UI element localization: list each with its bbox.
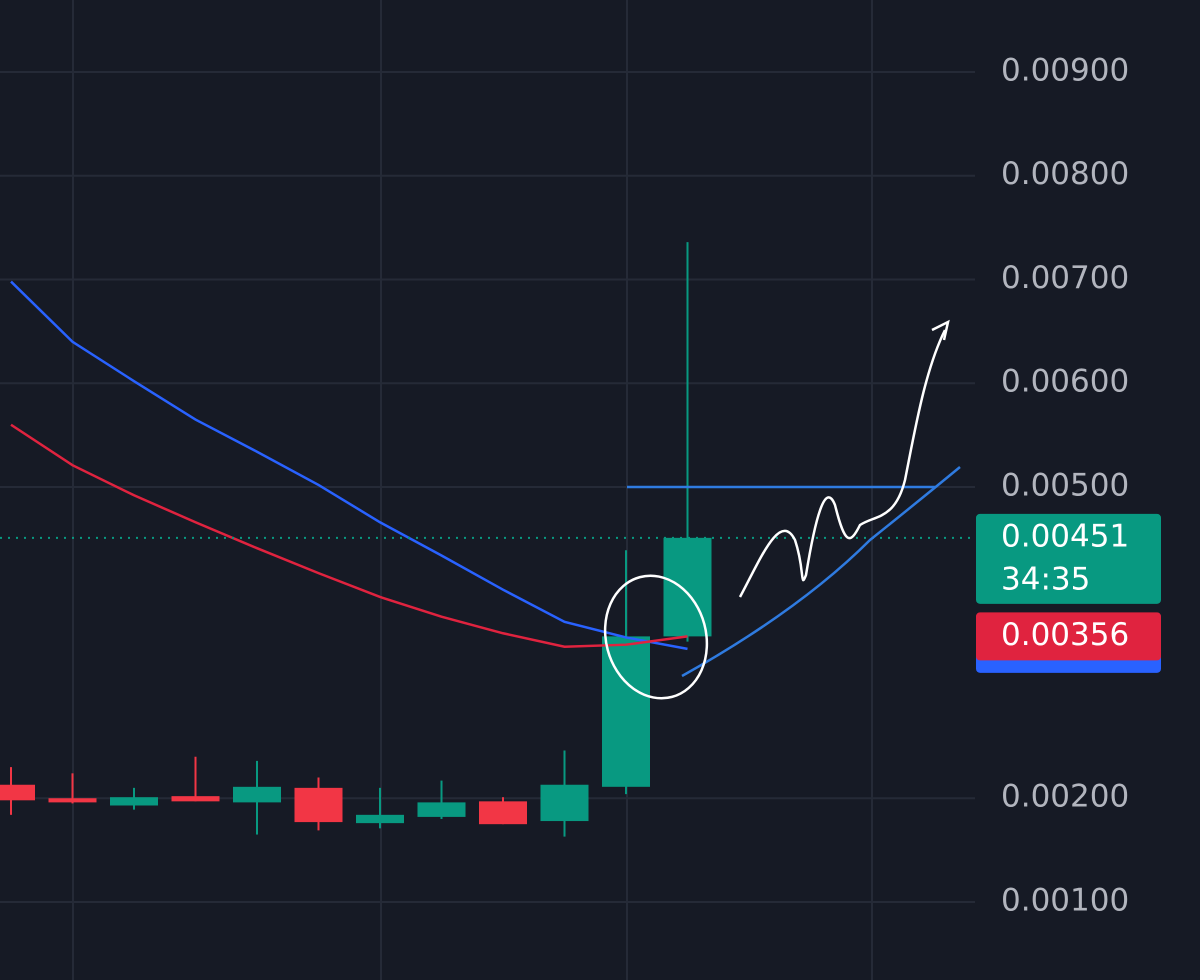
- ma-badge: [976, 612, 1161, 661]
- candle-body: [0, 784, 35, 801]
- candle-body: [479, 801, 527, 825]
- y-tick-label: 0.00800: [1001, 156, 1129, 192]
- y-tick-label: 0.00100: [1001, 882, 1129, 918]
- y-tick-label: 0.00700: [1001, 260, 1129, 296]
- candle-body: [233, 786, 281, 803]
- y-tick-label: 0.00200: [1001, 779, 1129, 815]
- candle-body: [294, 787, 343, 823]
- last-price-label: 0.00451: [1001, 518, 1129, 554]
- y-tick-label: 0.00500: [1001, 467, 1129, 503]
- countdown-label: 34:35: [1001, 561, 1090, 597]
- plot-area: [0, 242, 975, 837]
- ma-price-label: 0.00356: [1001, 617, 1129, 653]
- candle-body: [602, 636, 650, 787]
- candle-body: [171, 796, 220, 802]
- candle-body: [540, 784, 589, 822]
- moving-average: [10, 423, 688, 649]
- y-tick-label: 0.00600: [1001, 364, 1129, 400]
- price-scale: 0.00100 0.00200 0.00500 0.00600 0.00700 0.008…: [976, 53, 1161, 918]
- annotations: [603, 319, 961, 700]
- moving-average: [10, 280, 688, 651]
- candle-body: [417, 802, 466, 817]
- y-tick-label: 0.00900: [1001, 53, 1129, 89]
- candle-body: [110, 797, 158, 806]
- candle-body: [356, 814, 404, 824]
- vertical-grid: [72, 0, 873, 980]
- last-price-badge: [976, 513, 1161, 604]
- candle-body: [48, 798, 97, 803]
